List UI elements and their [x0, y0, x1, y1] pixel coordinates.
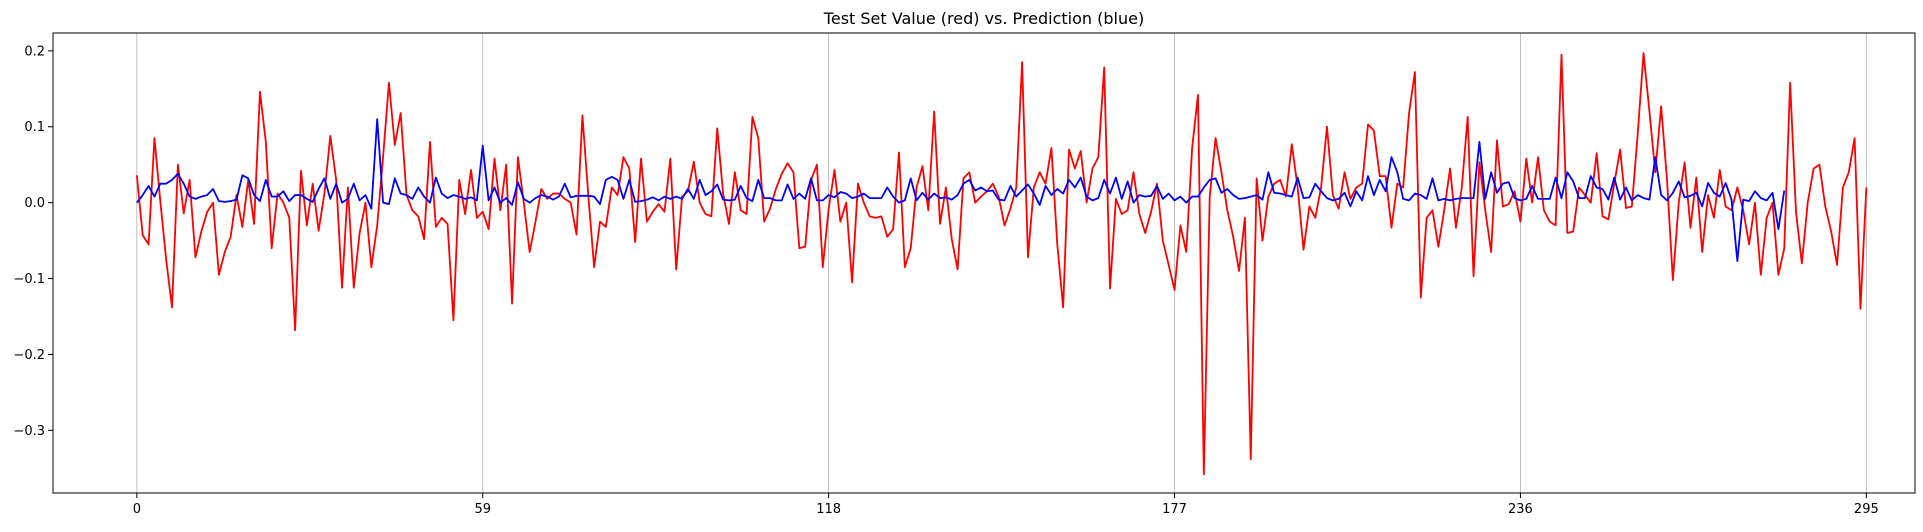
series-line-test-value: [135, 52, 1868, 476]
y-tick-label: 0.2: [24, 44, 45, 59]
grid-layer: [136, 33, 1867, 493]
y-ticks: −0.3 −0.2 −0.1 0.0 0.1 0.2: [13, 44, 53, 439]
series-layer: [135, 52, 1868, 476]
x-tick-label: 0: [133, 502, 141, 517]
y-tick-label: −0.2: [13, 348, 45, 363]
plot-frame: [52, 32, 1916, 494]
y-tick-label: −0.1: [13, 272, 45, 287]
chart-title: Test Set Value (red) vs. Prediction (blu…: [823, 9, 1144, 28]
y-tick-label: 0.0: [24, 196, 45, 211]
x-tick-label: 118: [816, 502, 841, 517]
x-tick-label: 236: [1508, 502, 1533, 517]
x-tick-label: 59: [474, 502, 491, 517]
y-tick-label: 0.1: [24, 120, 45, 135]
x-ticks: 0 59 118 177 236 295: [133, 493, 1879, 517]
x-tick-label: 295: [1854, 502, 1879, 517]
series-line-prediction: [136, 118, 1786, 263]
x-tick-label: 177: [1162, 502, 1187, 517]
y-tick-label: −0.3: [13, 424, 45, 439]
